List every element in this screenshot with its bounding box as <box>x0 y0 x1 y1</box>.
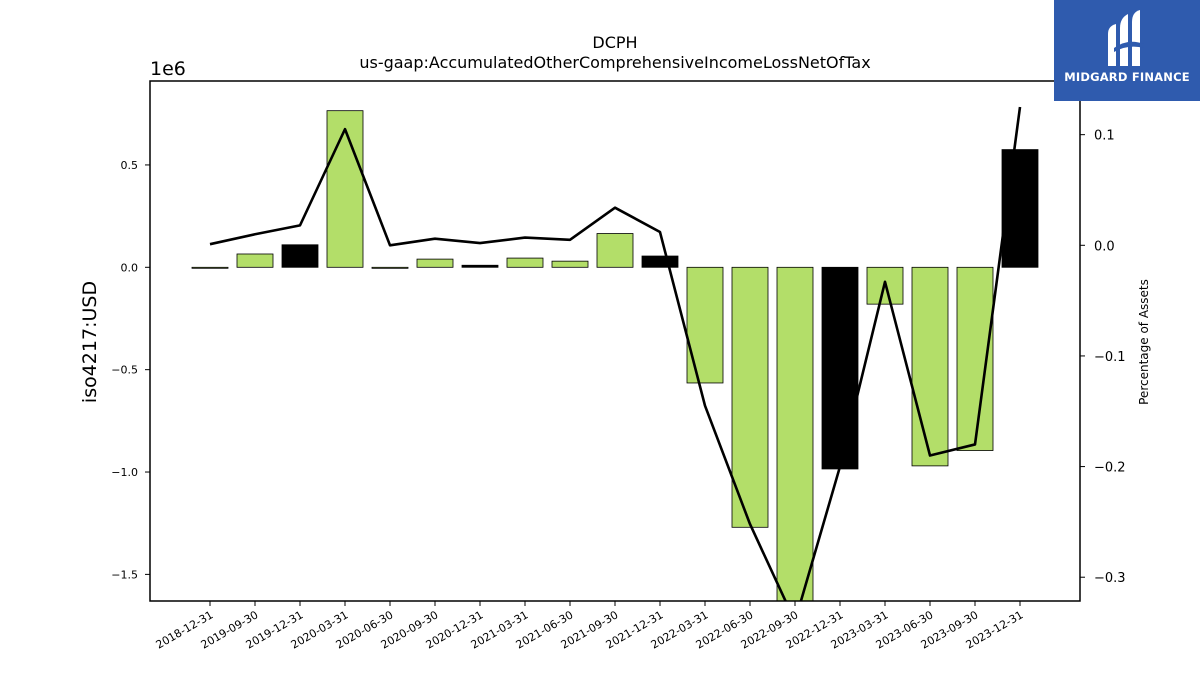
midgard-logo-icon <box>1108 10 1144 66</box>
y2-tick-label: −0.3 <box>1094 571 1126 586</box>
bar-2020-09-30 <box>416 258 454 268</box>
y2-tick-label: 0.0 <box>1094 239 1115 254</box>
y-tick-label: −1.0 <box>111 466 138 479</box>
y-axis-label: iso4217:USD <box>79 281 101 403</box>
bar-2022-09-30 <box>776 266 814 601</box>
bar-2019-12-31 <box>281 244 319 268</box>
y2-tick-label: −0.1 <box>1094 350 1126 365</box>
y2-tick-label: −0.2 <box>1094 461 1126 476</box>
bar-2022-12-31 <box>821 266 859 470</box>
bar-2018-12-31 <box>191 266 229 269</box>
bar-2020-06-30 <box>371 266 409 269</box>
y-tick-label: 0.5 <box>121 159 139 172</box>
bar-2023-06-30 <box>911 266 949 467</box>
bar-2019-09-30 <box>236 253 274 268</box>
plot-frame <box>149 80 1081 602</box>
bar-2021-06-30 <box>551 260 589 268</box>
chart-title: DCPH <box>592 33 637 52</box>
bar-2021-03-31 <box>506 257 544 268</box>
y2-tick-label: 0.1 <box>1094 129 1115 144</box>
percentage-of-assets-line <box>209 106 1022 601</box>
chart-subtitle: us-gaap:AccumulatedOtherComprehensiveInc… <box>359 53 870 72</box>
bar-2020-12-31 <box>461 264 499 268</box>
y-offset-label: 1e6 <box>150 58 186 80</box>
bar-2021-12-31 <box>641 255 679 268</box>
bar-2021-09-30 <box>596 233 634 268</box>
bar-2020-03-31 <box>326 110 364 268</box>
bar-2023-12-31 <box>1001 149 1039 268</box>
midgard-logo: MIDGARD FINANCE <box>1054 0 1200 101</box>
bar-2022-06-30 <box>731 266 769 528</box>
y-tick-label: −1.5 <box>111 568 138 581</box>
y-tick-label: −0.5 <box>111 364 138 377</box>
y2-axis-label: Percentage of Assets <box>1137 279 1151 405</box>
logo-text: MIDGARD FINANCE <box>1064 70 1190 84</box>
bar-2022-03-31 <box>686 266 724 384</box>
y-tick-label: 0.0 <box>121 261 139 274</box>
